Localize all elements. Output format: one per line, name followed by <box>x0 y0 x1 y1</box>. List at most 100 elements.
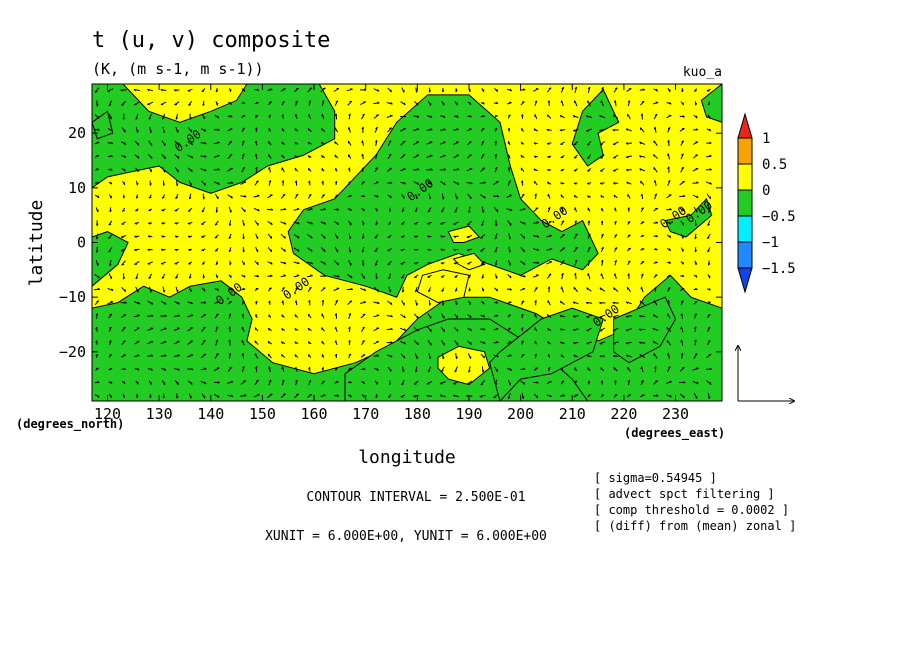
y-tick-label: 20 <box>68 124 86 142</box>
wind-vector-head <box>374 250 378 252</box>
wind-vector-head <box>440 262 444 265</box>
wind-vector-head <box>267 327 270 331</box>
wind-vectors <box>94 86 712 400</box>
wind-vector-head <box>308 168 310 171</box>
wind-vector-head <box>361 126 364 130</box>
colorbar-label: 0.5 <box>762 157 787 173</box>
wind-vector-head <box>121 236 124 239</box>
wind-vector-head <box>494 383 498 386</box>
wind-vector-head <box>586 316 589 318</box>
wind-vector-head <box>241 313 244 317</box>
wind-vector-head <box>390 195 392 199</box>
wind-vector-head <box>257 262 259 265</box>
wind-vector-head <box>123 367 126 370</box>
wind-vector-head <box>561 272 564 276</box>
wind-vector-head <box>109 313 113 316</box>
wind-vector-head <box>681 89 684 93</box>
wind-vector-head <box>294 180 297 184</box>
wind-vector-head <box>600 157 604 159</box>
x-tick-label: 200 <box>507 405 534 423</box>
wind-vector-head <box>137 367 140 371</box>
wind-vector-head <box>230 394 234 398</box>
wind-vector-head <box>456 328 459 332</box>
wind-vector-head <box>108 104 112 107</box>
wind-vector-head <box>216 154 220 157</box>
wind-vector-head <box>244 209 246 213</box>
wind-vector-head <box>362 236 365 240</box>
wind-vector-head <box>469 89 471 93</box>
vector-units-text: XUNIT = 6.000E+00, YUNIT = 6.000E+00 <box>265 529 547 544</box>
wind-vector-head <box>133 89 137 92</box>
wind-vector-head <box>416 182 420 185</box>
wind-vector-head <box>612 301 616 305</box>
wind-vector-head <box>614 247 618 250</box>
wind-vector-head <box>110 128 113 132</box>
wind-vector-head <box>190 381 193 385</box>
wind-vector-head <box>308 180 311 184</box>
wind-vector-head <box>708 287 711 291</box>
wind-vector-head <box>549 247 553 250</box>
wind-vector-head <box>587 380 590 384</box>
wind-vector-head <box>136 395 139 398</box>
wind-vector-head <box>96 250 99 253</box>
wind-vector-head <box>403 168 406 170</box>
wind-vector-head <box>323 208 326 210</box>
wind-vector-head <box>147 88 150 92</box>
wind-vector-head <box>189 196 192 200</box>
wind-vector-head <box>336 208 340 211</box>
wind-vector-head <box>681 153 684 156</box>
wind-vector-head <box>96 300 100 302</box>
wind-vector-head <box>601 246 604 250</box>
wind-vector-head <box>627 379 630 383</box>
wind-vector-head <box>122 209 125 212</box>
wind-vector-head <box>625 156 629 159</box>
wind-vector-head <box>215 262 219 266</box>
wind-vector-head <box>496 194 500 198</box>
wind-vector-head <box>124 289 127 292</box>
wind-vector-head <box>601 233 604 237</box>
wind-vector-head <box>190 301 193 305</box>
wind-vector-head <box>559 315 563 318</box>
wind-vector-head <box>614 234 618 237</box>
wind-vector-head <box>572 115 576 118</box>
wind-vector-head <box>612 114 615 118</box>
wind-vector-head <box>148 117 152 120</box>
wind-vector-head <box>416 168 420 171</box>
wind-vector-head <box>297 248 300 252</box>
wind-vector-head <box>709 367 712 370</box>
wind-vector-head <box>375 395 378 399</box>
wind-vector-head <box>349 208 353 211</box>
wind-vector-head <box>468 210 471 213</box>
wind-vector-head <box>439 394 443 398</box>
wind-vector-head <box>708 141 712 144</box>
wind-vector-head <box>481 140 485 143</box>
wind-vector-head <box>587 220 590 224</box>
wind-vector-head <box>323 274 327 277</box>
wind-vector-head <box>574 273 577 276</box>
wind-vector-head <box>150 289 152 293</box>
wind-vector-head <box>348 339 351 343</box>
wind-vector-head <box>230 181 234 184</box>
wind-vector-head <box>307 341 310 345</box>
wind-vector-head <box>402 140 406 143</box>
wind-vector-head <box>625 342 629 345</box>
wind-vector-head <box>549 394 552 398</box>
wind-vector-head <box>163 289 166 293</box>
wind-vector-head <box>625 142 629 145</box>
x-tick-label: 230 <box>662 405 689 423</box>
wind-vector-head <box>400 236 404 238</box>
wind-vector-head <box>176 183 179 186</box>
wind-vector-head <box>696 181 699 184</box>
wind-vector-head <box>376 354 380 357</box>
wind-vector-head <box>361 167 364 170</box>
wind-vector-head <box>255 180 259 183</box>
wind-vector-head <box>281 366 284 370</box>
wind-vector-head <box>281 141 284 145</box>
wind-vector-head <box>573 329 576 332</box>
wind-vector-head <box>560 206 563 210</box>
wind-vector-head <box>323 221 326 225</box>
wind-vector-head <box>349 236 352 240</box>
wind-vector-head <box>599 302 602 305</box>
wind-vector-head <box>681 140 684 143</box>
wind-vector-head <box>536 261 540 264</box>
